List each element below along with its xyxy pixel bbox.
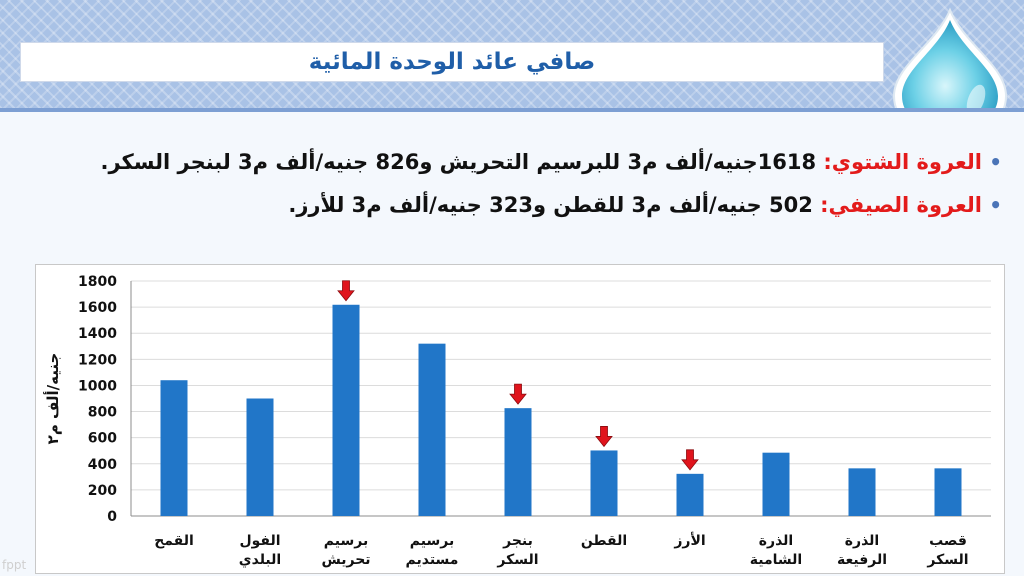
x-tick-label: قصب: [929, 533, 967, 549]
title-bar: صافي عائد الوحدة المائية: [20, 42, 884, 82]
x-tick-label: الفول: [239, 533, 280, 549]
bullet-label: العروة الشتوي:: [823, 150, 982, 174]
bar: [676, 473, 704, 516]
header-separator: [0, 108, 1024, 112]
bar: [504, 408, 532, 516]
y-tick-label: 400: [88, 457, 117, 473]
bullet-dot-icon: •: [989, 193, 1002, 217]
x-tick-label: البلدي: [239, 552, 281, 569]
bar: [332, 304, 360, 516]
bullet-summer: • العروة الصيفي: 502 جنيه/ألف م3 للقطن و…: [14, 189, 1004, 222]
x-tick-label: مستديم: [406, 552, 459, 568]
x-tick-label: الذرة: [759, 533, 793, 549]
bar: [160, 380, 188, 516]
x-tick-label: برسيم: [324, 533, 368, 549]
y-tick-label: 200: [88, 483, 117, 499]
y-axis-label: جنيه/ألف م٢: [43, 353, 62, 445]
x-tick-label: الذرة: [845, 533, 879, 549]
slide-title: صافي عائد الوحدة المائية: [308, 49, 596, 75]
bullet-winter: • العروة الشتوي: 1618جنيه/ألف م3 للبرسيم…: [14, 146, 1004, 179]
x-tick-label: برسيم: [410, 533, 454, 549]
highlight-arrow-icon: [509, 383, 527, 405]
bar: [246, 398, 274, 516]
y-tick-label: 1600: [78, 300, 117, 316]
bullet-text: 1618جنيه/ألف م3 للبرسيم التحريش و826 جني…: [100, 150, 824, 174]
bar-chart: 0 200 400 600 800 1000 1200 1400 1600 1800 جنيه/أل…: [43, 274, 991, 569]
water-drop-icon: [892, 7, 1008, 138]
x-tick-label: الرفيعة: [837, 552, 887, 568]
y-tick-label: 800: [88, 405, 117, 421]
highlight-arrow-icon: [681, 449, 699, 471]
highlight-arrow-icon: [595, 426, 613, 448]
bar: [762, 452, 790, 516]
x-tick-label: الأرز: [673, 532, 705, 549]
bullet-label: العروة الصيفي:: [820, 193, 982, 217]
x-tick-label: تحريش: [321, 552, 370, 568]
bar: [934, 468, 962, 516]
y-tick-label: 600: [88, 431, 117, 447]
bullet-list: • العروة الشتوي: 1618جنيه/ألف م3 للبرسيم…: [14, 146, 1004, 232]
y-tick-label: 1200: [78, 352, 117, 368]
x-tick-label: بنجر: [502, 533, 533, 549]
x-tick-label: القمح: [154, 533, 194, 549]
y-tick-label: 1400: [78, 326, 117, 342]
bullet-text: 502 جنيه/ألف م3 للقطن و323 جنيه/ألف م3 ل…: [288, 193, 821, 217]
x-tick-label: السكر: [496, 552, 538, 568]
bar: [590, 450, 618, 516]
bullet-dot-icon: •: [989, 150, 1002, 174]
bar: [418, 343, 446, 516]
footer-watermark: fppt: [2, 558, 27, 572]
y-tick-label: 1000: [78, 378, 117, 394]
highlight-arrow-icon: [337, 280, 355, 302]
x-tick-label: القطن: [581, 533, 627, 549]
y-tick-label: 0: [107, 509, 117, 525]
x-tick-label: السكر: [926, 552, 968, 568]
chart-container: 0 200 400 600 800 1000 1200 1400 1600 1800 جنيه/أل…: [35, 264, 1005, 574]
bar: [848, 468, 876, 516]
y-tick-label: 1800: [78, 274, 117, 290]
x-tick-label: الشامية: [750, 552, 802, 568]
